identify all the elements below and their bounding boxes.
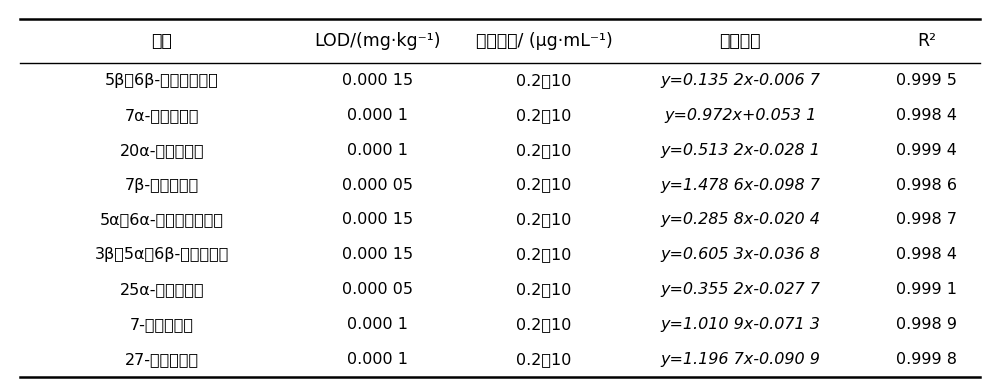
Text: 3β，5α，6β-胆甸烷三醇: 3β，5α，6β-胆甸烷三醇 [95,247,229,262]
Text: 0.000 15: 0.000 15 [342,247,413,262]
Text: 0.998 6: 0.998 6 [896,177,957,193]
Text: 名称: 名称 [152,32,172,50]
Text: 0.000 1: 0.000 1 [347,143,408,158]
Text: 7β-羟基胆固醇: 7β-羟基胆固醇 [125,177,199,193]
Text: 0.2～10: 0.2～10 [516,177,572,193]
Text: y=0.285 8x-0.020 4: y=0.285 8x-0.020 4 [660,212,820,227]
Text: 5β，6β-环氧化胆固醇: 5β，6β-环氧化胆固醇 [105,73,219,88]
Text: 7α-羟基胆固醇: 7α-羟基胆固醇 [125,108,199,123]
Text: R²: R² [917,32,936,50]
Text: 0.000 05: 0.000 05 [342,282,413,297]
Text: 0.000 1: 0.000 1 [347,352,408,367]
Text: 7-锐基胆固醇: 7-锐基胆固醇 [130,317,194,332]
Text: y=0.355 2x-0.027 7: y=0.355 2x-0.027 7 [660,282,820,297]
Text: 0.999 8: 0.999 8 [896,352,957,367]
Text: 0.2～10: 0.2～10 [516,317,572,332]
Text: 25α-羟基胆固醇: 25α-羟基胆固醇 [120,282,204,297]
Text: y=0.513 2x-0.028 1: y=0.513 2x-0.028 1 [660,143,820,158]
Text: 20α-羟基胆固醇: 20α-羟基胆固醇 [120,143,204,158]
Text: 0.2～10: 0.2～10 [516,352,572,367]
Text: 0.999 4: 0.999 4 [896,143,957,158]
Text: 0.000 05: 0.000 05 [342,177,413,193]
Text: 0.2～10: 0.2～10 [516,73,572,88]
Text: y=1.010 9x-0.071 3: y=1.010 9x-0.071 3 [660,317,820,332]
Text: 0.998 9: 0.998 9 [896,317,957,332]
Text: 0.000 15: 0.000 15 [342,73,413,88]
Text: 0.000 15: 0.000 15 [342,212,413,227]
Text: 0.999 1: 0.999 1 [896,282,957,297]
Text: 0.998 7: 0.998 7 [896,212,957,227]
Text: 0.998 4: 0.998 4 [896,108,957,123]
Text: y=1.196 7x-0.090 9: y=1.196 7x-0.090 9 [660,352,820,367]
Text: 0.998 4: 0.998 4 [896,247,957,262]
Text: 27-羟基胆固醇: 27-羟基胆固醇 [125,352,199,367]
Text: y=1.478 6x-0.098 7: y=1.478 6x-0.098 7 [660,177,820,193]
Text: 0.2～10: 0.2～10 [516,108,572,123]
Text: 线性关系: 线性关系 [719,32,761,50]
Text: y=0.135 2x-0.006 7: y=0.135 2x-0.006 7 [660,73,820,88]
Text: 0.000 1: 0.000 1 [347,317,408,332]
Text: 0.2～10: 0.2～10 [516,143,572,158]
Text: LOD/(mg·kg⁻¹): LOD/(mg·kg⁻¹) [314,32,441,50]
Text: y=0.972x+0.053 1: y=0.972x+0.053 1 [664,108,816,123]
Text: 0.999 5: 0.999 5 [896,73,957,88]
Text: 5α，6α-环胆固醇氧化物: 5α，6α-环胆固醇氧化物 [100,212,224,227]
Text: 0.2～10: 0.2～10 [516,212,572,227]
Text: 线性范围/ (μg·mL⁻¹): 线性范围/ (μg·mL⁻¹) [476,32,612,50]
Text: 0.000 1: 0.000 1 [347,108,408,123]
Text: 0.2～10: 0.2～10 [516,247,572,262]
Text: y=0.605 3x-0.036 8: y=0.605 3x-0.036 8 [660,247,820,262]
Text: 0.2～10: 0.2～10 [516,282,572,297]
